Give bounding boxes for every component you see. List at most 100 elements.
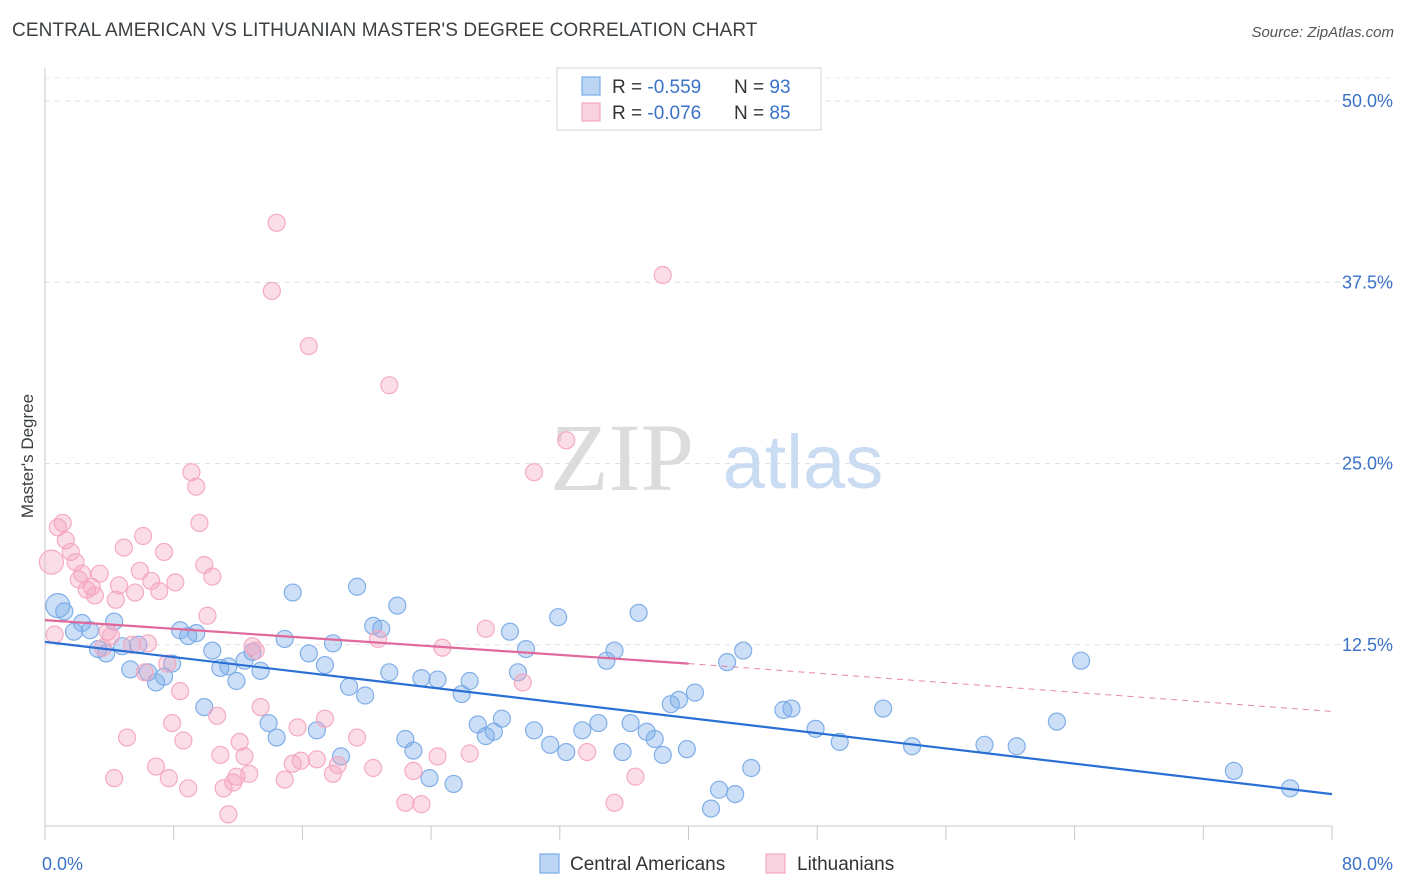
lithuanians-point [524, 463, 544, 482]
central-americans-point [742, 758, 761, 778]
tick-labels: 12.5% 25.0% 37.5% 50.0% 0.0% 80.0% [42, 91, 1393, 874]
central-americans-point [275, 629, 294, 649]
series-central-americans [45, 577, 1300, 818]
central-americans-point [195, 697, 214, 717]
central-americans-point [492, 709, 511, 728]
central-americans-point [629, 603, 648, 622]
legend-r-label: R = [612, 103, 647, 124]
lithuanians-point [106, 590, 125, 609]
lithuanians-point [38, 549, 65, 575]
central-americans-point [404, 741, 423, 760]
lithuanians-point [190, 513, 209, 533]
lithuanians-point [476, 619, 495, 638]
central-americans-point [162, 654, 182, 673]
lithuanians-point [211, 745, 230, 765]
lithuanians-point [66, 552, 85, 572]
legend-top: R = -0.559 N = 93 R = -0.076 N = 85 [556, 67, 822, 131]
legend-bottom-label: Lithuanians [797, 854, 894, 875]
lithuanians-point [328, 755, 347, 775]
x-tick-label-max: 80.0% [1342, 854, 1393, 874]
lithuanians-point [380, 376, 399, 395]
central-americans-point [267, 728, 286, 747]
lithuanians-point [275, 770, 294, 789]
lithuanians-point [235, 747, 254, 766]
lithuanians-point [134, 526, 153, 546]
lithuanians-point [166, 573, 185, 592]
lithuanians-point [117, 728, 137, 747]
central-americans-point [388, 596, 407, 615]
central-americans-point [613, 742, 632, 762]
lithuanians-point [653, 265, 672, 285]
legend-bottom-label: Central Americans [570, 854, 725, 875]
central-americans-point [645, 729, 664, 749]
lithuanians-point [135, 663, 154, 682]
lithuanians-point [198, 606, 217, 625]
lithuanians-point [626, 767, 645, 786]
central-americans-point [356, 686, 375, 705]
central-americans-point [1007, 737, 1026, 756]
lithuanians-point [56, 531, 76, 550]
lithuanians-point [578, 742, 597, 762]
lithuanians-point [109, 576, 129, 595]
legend-n-value: 93 [769, 77, 790, 98]
lithuanians-point [146, 757, 166, 776]
central-americans-point [460, 671, 479, 691]
central-americans-point [830, 732, 849, 752]
central-americans-point [315, 655, 335, 675]
central-americans-point [782, 699, 801, 718]
legend-r-label: R = [612, 77, 647, 98]
lithuanians-point [368, 629, 388, 649]
lithuanians-point [251, 697, 270, 717]
lithuanians-point [158, 654, 177, 673]
lithuanians-point [557, 431, 576, 450]
central-americans-point [975, 735, 994, 754]
lithuanians-point [159, 769, 178, 788]
legend-r-value: -0.076 [647, 103, 701, 124]
central-americans-point [121, 660, 140, 679]
legend-top-n-text: N = 93 [734, 77, 791, 98]
lithuanians-point [125, 583, 145, 602]
central-americans-point [557, 742, 576, 762]
central-americans-point [589, 713, 608, 733]
legend-top-n-text: N = 85 [734, 103, 791, 124]
lithuanians-point [428, 747, 447, 766]
central-americans-point [412, 668, 431, 688]
lithuanians-point [154, 542, 174, 562]
central-americans-point [187, 624, 206, 643]
lithuanians-point [45, 625, 64, 644]
lithuanians-point [174, 731, 193, 750]
lithuanians-point [130, 561, 150, 580]
lithuanians-point [214, 779, 233, 798]
central-americans-point [701, 799, 721, 818]
x-tick-label-min: 0.0% [42, 854, 83, 874]
central-americans-point [80, 621, 100, 640]
lithuanians-point [307, 750, 326, 769]
legend-bottom-swatch [765, 853, 786, 874]
central-americans-point [500, 622, 520, 641]
watermark: ZIP atlas [550, 404, 883, 511]
central-americans-point [1224, 761, 1243, 781]
legend-top-box [556, 67, 822, 131]
central-americans-point [573, 721, 592, 740]
central-americans-point [726, 784, 745, 804]
lithuanians-point [240, 764, 259, 783]
lithuanians-point [114, 538, 133, 557]
central-americans-point [259, 713, 278, 733]
lithuanians-point [267, 213, 286, 232]
lithuanians-point [150, 581, 169, 601]
central-americans-point [251, 661, 270, 680]
axes [44, 68, 1333, 840]
legend-n-value: 85 [769, 103, 790, 124]
central-americans-point [444, 774, 463, 794]
central-americans-point [621, 713, 640, 733]
lithuanians-point [90, 564, 109, 583]
lithuanians-point [224, 773, 243, 792]
central-americans-point [372, 619, 391, 638]
legend-top-text: R = -0.559 [612, 77, 701, 98]
watermark-zip: ZIP [550, 404, 694, 511]
y-tick-label: 12.5% [1342, 635, 1393, 655]
central-americans-point [1071, 651, 1091, 670]
chart-title: CENTRAL AMERICAN VS LITHUANIAN MASTER'S … [12, 20, 758, 41]
central-americans-point [685, 683, 705, 702]
